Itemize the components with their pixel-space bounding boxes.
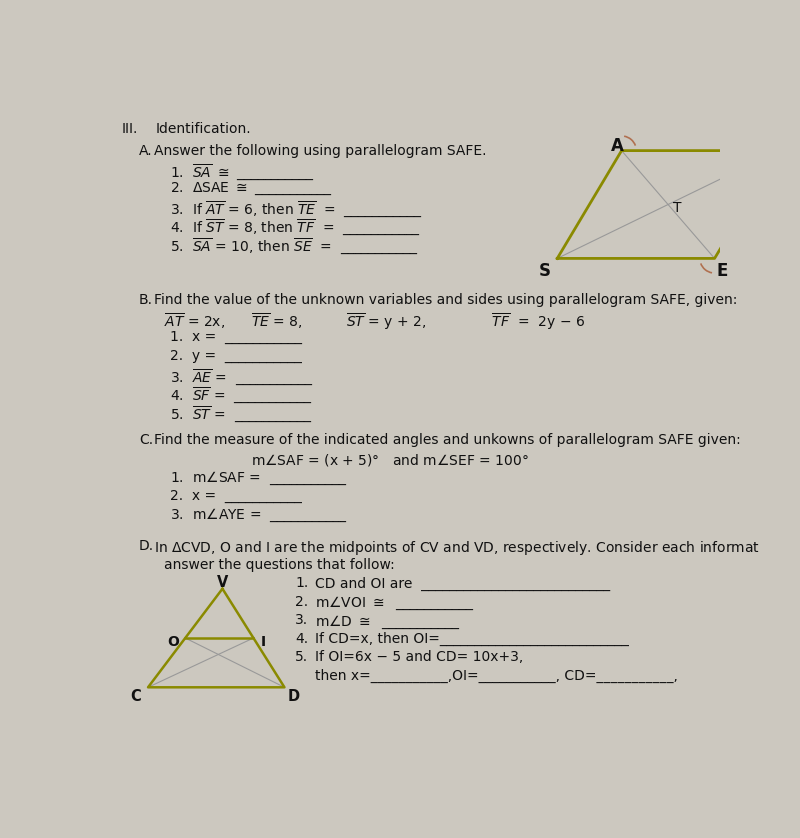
Text: 2.  x =  ___________: 2. x = ___________: [170, 489, 302, 503]
Text: D.: D.: [138, 540, 154, 553]
Text: 3.: 3.: [295, 613, 309, 628]
Text: 2.  y =  ___________: 2. y = ___________: [170, 349, 302, 363]
Text: If OI=6x − 5 and CD= 10x+3,: If OI=6x − 5 and CD= 10x+3,: [315, 650, 524, 665]
Text: 1.  m$\angle$SAF =  ___________: 1. m$\angle$SAF = ___________: [170, 470, 347, 488]
Text: In $\Delta$CVD, O and I are the midpoints of CV and VD, respectively. Consider e: In $\Delta$CVD, O and I are the midpoint…: [154, 540, 760, 557]
Text: D: D: [288, 689, 300, 704]
Text: then x=___________,OI=___________, CD=___________,: then x=___________,OI=___________, CD=__…: [315, 669, 678, 683]
Text: 5.  $\overline{SA}$ = 10, then $\overline{SE}$  =  ___________: 5. $\overline{SA}$ = 10, then $\overline…: [170, 236, 418, 256]
Text: CD and OI are  ___________________________: CD and OI are __________________________…: [315, 577, 610, 591]
Text: Find the value of the unknown variables and sides using parallelogram SAFE, give: Find the value of the unknown variables …: [154, 293, 738, 307]
Text: 3.  $\overline{AE}$ =  ___________: 3. $\overline{AE}$ = ___________: [170, 367, 314, 386]
Text: m$\angle$D $\cong$  ___________: m$\angle$D $\cong$ ___________: [315, 613, 461, 631]
Text: 4.: 4.: [295, 632, 309, 646]
Text: If CD=x, then OI=___________________________: If CD=x, then OI=_______________________…: [315, 632, 630, 646]
Text: 4.  If $\overline{ST}$ = 8, then $\overline{TF}$  =  ___________: 4. If $\overline{ST}$ = 8, then $\overli…: [170, 218, 421, 237]
Text: 4.  $\overline{SF}$ =  ___________: 4. $\overline{SF}$ = ___________: [170, 385, 312, 406]
Text: $\overline{AT}$ = 2x,      $\overline{TE}$ = 8,          $\overline{ST}$ = y + 2: $\overline{AT}$ = 2x, $\overline{TE}$ = …: [163, 312, 585, 332]
Text: T: T: [673, 201, 682, 215]
Text: 5.: 5.: [295, 650, 309, 665]
Text: 1.: 1.: [295, 577, 309, 591]
Text: Find the measure of the indicated angles and unkowns of parallelogram SAFE given: Find the measure of the indicated angles…: [154, 433, 741, 447]
Text: A: A: [611, 137, 624, 155]
Text: C.: C.: [138, 433, 153, 447]
Text: m$\angle$SAF = (x + 5)$\degree$   and m$\angle$SEF = 100$\degree$: m$\angle$SAF = (x + 5)$\degree$ and m$\a…: [251, 452, 529, 468]
Text: S: S: [539, 262, 551, 280]
Text: I: I: [261, 635, 266, 649]
Text: C: C: [130, 689, 141, 704]
Text: 1.  x =  ___________: 1. x = ___________: [170, 330, 302, 344]
Text: Answer the following using parallelogram SAFE.: Answer the following using parallelogram…: [154, 143, 486, 158]
Text: m$\angle$VOI $\cong$  ___________: m$\angle$VOI $\cong$ ___________: [315, 595, 474, 613]
Text: 3.  m$\angle$AYE =  ___________: 3. m$\angle$AYE = ___________: [170, 507, 348, 525]
Text: 2.  $\Delta$SAE $\cong$ ___________: 2. $\Delta$SAE $\cong$ ___________: [170, 181, 333, 197]
Text: B.: B.: [138, 293, 153, 307]
Text: 2.: 2.: [295, 595, 309, 609]
Text: E: E: [717, 262, 728, 280]
Text: III.: III.: [122, 122, 138, 136]
Text: 1.  $\overline{SA}$ $\cong$ ___________: 1. $\overline{SA}$ $\cong$ ___________: [170, 163, 314, 182]
Text: O: O: [168, 635, 179, 649]
Text: A.: A.: [138, 143, 152, 158]
Text: V: V: [217, 575, 228, 590]
Text: 5.  $\overline{ST}$ =  ___________: 5. $\overline{ST}$ = ___________: [170, 404, 313, 424]
Text: 3.  If $\overline{AT}$ = 6, then $\overline{TE}$  =  ___________: 3. If $\overline{AT}$ = 6, then $\overli…: [170, 199, 422, 219]
Text: answer the questions that follow:: answer the questions that follow:: [163, 558, 394, 572]
Text: Identification.: Identification.: [156, 122, 251, 136]
